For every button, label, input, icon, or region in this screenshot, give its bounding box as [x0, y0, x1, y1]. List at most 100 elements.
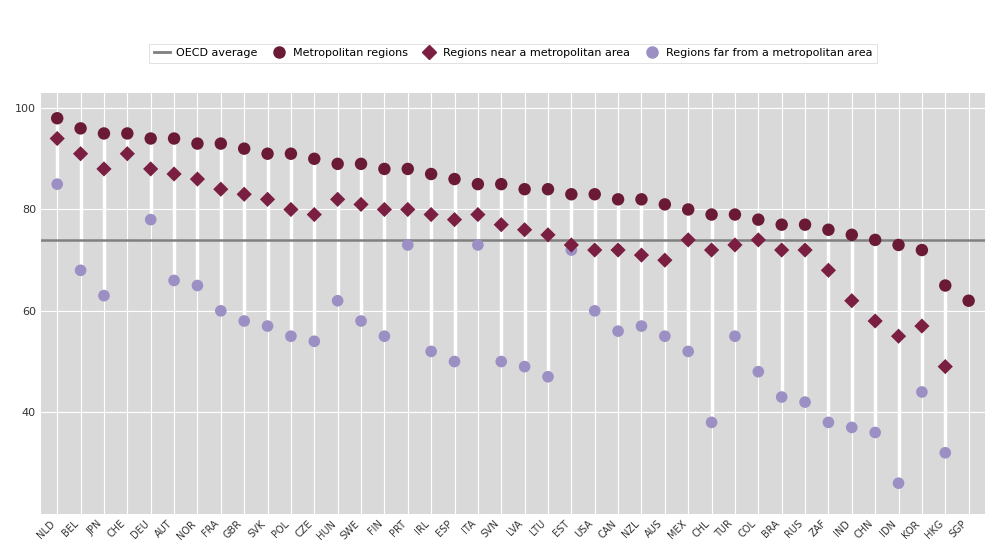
Point — [166, 170, 182, 178]
Point — [236, 316, 252, 325]
Point — [914, 321, 930, 330]
Point — [727, 332, 743, 341]
Point — [470, 241, 486, 250]
Point — [119, 129, 135, 138]
Point — [517, 362, 533, 371]
Point — [797, 398, 813, 406]
Point — [844, 423, 860, 432]
Point — [447, 357, 463, 366]
Point — [937, 448, 953, 457]
Point — [633, 195, 649, 204]
Point — [330, 195, 346, 204]
Point — [470, 210, 486, 219]
Point — [727, 210, 743, 219]
Point — [867, 428, 883, 437]
Point — [143, 215, 159, 224]
Point — [96, 291, 112, 300]
Point — [400, 205, 416, 214]
Point — [750, 235, 766, 244]
Point — [517, 185, 533, 193]
Point — [353, 160, 369, 168]
Point — [96, 165, 112, 173]
Point — [704, 210, 720, 219]
Point — [283, 205, 299, 214]
Point — [330, 160, 346, 168]
Point — [610, 327, 626, 336]
Point — [750, 215, 766, 224]
Point — [330, 296, 346, 305]
Point — [376, 332, 392, 341]
Point — [447, 215, 463, 224]
Point — [143, 134, 159, 143]
Point — [937, 281, 953, 290]
Point — [657, 200, 673, 209]
Point — [774, 220, 790, 229]
Point — [540, 185, 556, 193]
Point — [633, 321, 649, 330]
Point — [73, 149, 89, 158]
Point — [891, 241, 907, 250]
Point — [376, 205, 392, 214]
Point — [353, 316, 369, 325]
Point — [610, 246, 626, 255]
Point — [891, 332, 907, 341]
Point — [961, 296, 977, 305]
Point — [189, 175, 205, 183]
Point — [49, 180, 65, 188]
Point — [774, 393, 790, 401]
Point — [797, 246, 813, 255]
Point — [283, 149, 299, 158]
Point — [820, 418, 836, 427]
Point — [49, 134, 65, 143]
Point — [260, 195, 276, 204]
Point — [189, 139, 205, 148]
Point — [540, 230, 556, 239]
Point — [166, 276, 182, 285]
Point — [143, 165, 159, 173]
Point — [540, 373, 556, 381]
Point — [376, 165, 392, 173]
Point — [587, 190, 603, 198]
Point — [73, 124, 89, 133]
Point — [750, 367, 766, 376]
Point — [166, 134, 182, 143]
Point — [680, 347, 696, 356]
Point — [704, 418, 720, 427]
Point — [914, 246, 930, 255]
Point — [213, 185, 229, 193]
Point — [213, 306, 229, 315]
Point — [820, 266, 836, 275]
Point — [49, 114, 65, 123]
Point — [260, 321, 276, 330]
Legend: OECD average, Metropolitan regions, Regions near a metropolitan area, Regions fa: OECD average, Metropolitan regions, Regi… — [149, 44, 877, 63]
Point — [797, 220, 813, 229]
Point — [400, 165, 416, 173]
Point — [587, 246, 603, 255]
Point — [867, 235, 883, 244]
Point — [283, 332, 299, 341]
Point — [236, 144, 252, 153]
Point — [680, 205, 696, 214]
Point — [353, 200, 369, 209]
Point — [563, 246, 579, 255]
Point — [563, 241, 579, 250]
Point — [493, 220, 509, 229]
Point — [867, 316, 883, 325]
Point — [423, 347, 439, 356]
Point — [657, 256, 673, 265]
Point — [891, 479, 907, 488]
Point — [493, 357, 509, 366]
Point — [937, 362, 953, 371]
Point — [914, 388, 930, 396]
Point — [774, 246, 790, 255]
Point — [423, 210, 439, 219]
Point — [563, 190, 579, 198]
Point — [260, 149, 276, 158]
Point — [470, 180, 486, 188]
Point — [657, 332, 673, 341]
Point — [119, 149, 135, 158]
Point — [820, 225, 836, 234]
Point — [493, 180, 509, 188]
Point — [447, 175, 463, 183]
Point — [680, 235, 696, 244]
